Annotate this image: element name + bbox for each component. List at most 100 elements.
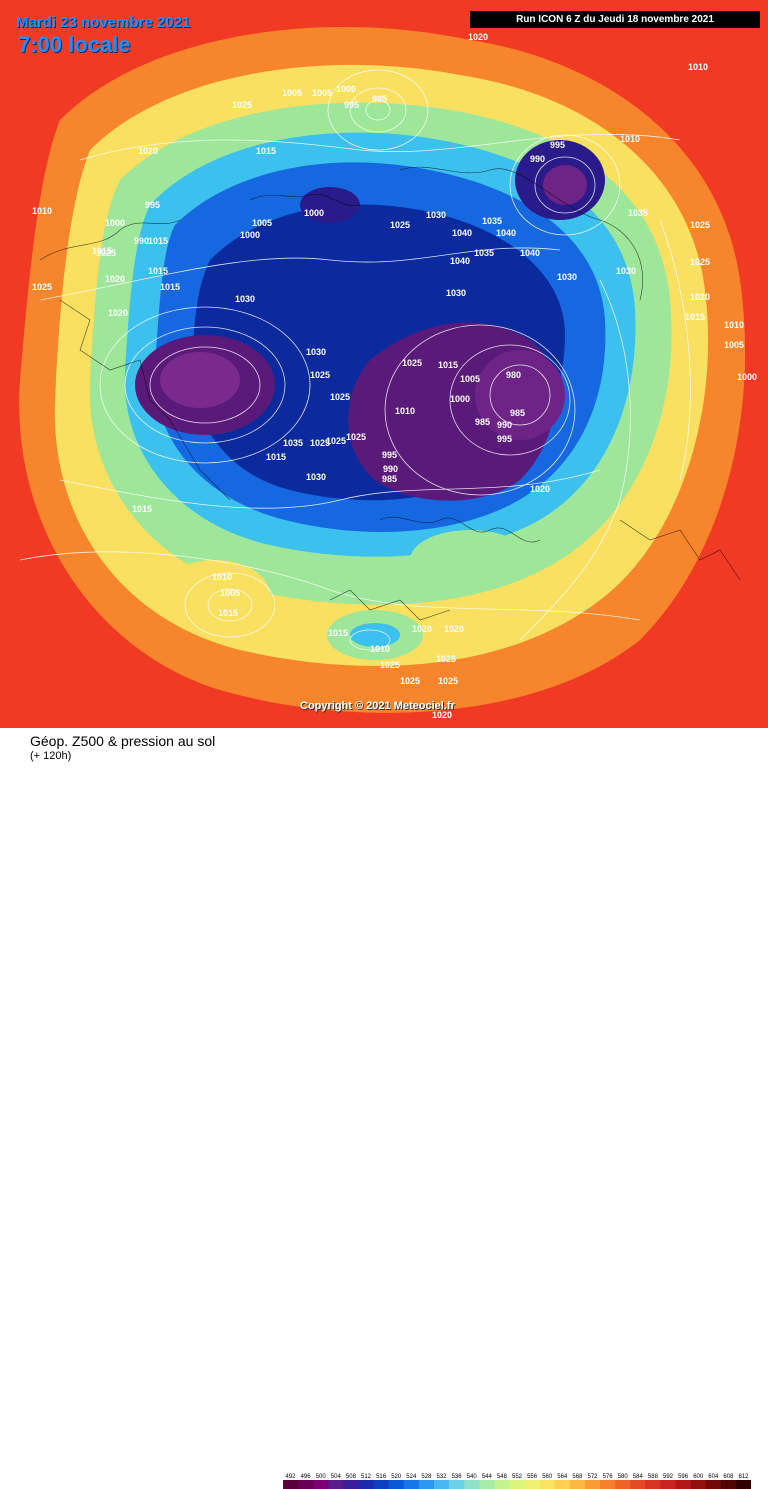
isobar-label: 1005	[282, 88, 302, 98]
legend-swatch	[630, 1480, 646, 1489]
legend-label: 612	[738, 1474, 749, 1480]
isobar-label: 1020	[412, 624, 432, 634]
europe-green	[410, 530, 530, 590]
isobar-label: 1025	[330, 392, 350, 402]
legend-swatch	[584, 1480, 601, 1489]
isobar-label: 1015	[92, 246, 112, 256]
isobar-label: 1025	[436, 654, 456, 664]
legend-swatch	[509, 1480, 525, 1489]
isobar-label: 1000	[105, 218, 125, 228]
legend-swatch	[403, 1480, 420, 1489]
isobar-label: 1020	[432, 710, 452, 720]
legend-swatch	[434, 1480, 450, 1489]
isobar-label: 1020	[530, 484, 550, 494]
legend-label: 496	[301, 1474, 312, 1480]
legend-label: 564	[557, 1474, 568, 1480]
isobar-label: 1015	[328, 628, 348, 638]
legend-label: 536	[452, 1474, 463, 1480]
isobar-label: 1035	[474, 248, 494, 258]
legend-swatch	[343, 1480, 359, 1489]
isobar-label: 995	[382, 450, 397, 460]
legend-label: 524	[406, 1474, 417, 1480]
isobar-label: 995	[344, 100, 359, 110]
legend-swatch	[313, 1480, 329, 1489]
legend-label: 560	[542, 1474, 553, 1480]
isobar-label: 1025	[326, 436, 346, 446]
isobar-label: 1000	[336, 84, 356, 94]
legend-swatch	[660, 1480, 676, 1489]
isobar-label: 1025	[400, 676, 420, 686]
legend-swatch	[600, 1480, 616, 1489]
isobar-label: 1025	[380, 660, 400, 670]
atlantic-yellow	[160, 560, 270, 630]
footer: Géop. Z500 & pression au sol (+ 120h) 49…	[0, 728, 768, 1489]
isobar-label: 1030	[426, 210, 446, 220]
legend-swatch	[464, 1480, 480, 1489]
isobar-label: 990	[383, 464, 398, 474]
isobar-label: 990	[530, 154, 545, 164]
legend-swatch	[283, 1480, 299, 1489]
isobar-label: 1010	[724, 320, 744, 330]
trough-west-core	[160, 352, 240, 408]
legend-swatch	[720, 1480, 737, 1489]
legend-swatch	[735, 1480, 751, 1489]
isobar-label: 1030	[306, 347, 326, 357]
legend-swatch	[539, 1480, 555, 1489]
isobar-label: 1025	[438, 676, 458, 686]
isobar-label: 1020	[108, 308, 128, 318]
weather-map	[0, 0, 768, 728]
isobar-label: 1030	[235, 294, 255, 304]
isobar-label: 1015	[148, 266, 168, 276]
isobar-label: 1010	[212, 572, 232, 582]
isobar-label: 1005	[460, 374, 480, 384]
legend-swatch	[690, 1480, 706, 1489]
legend-label: 500	[316, 1474, 327, 1480]
legend-label: 504	[331, 1474, 342, 1480]
isobar-label: 985	[510, 408, 525, 418]
isobar-label: 1000	[450, 394, 470, 404]
isobar-label: 1020	[690, 292, 710, 302]
isobar-label: 1010	[688, 62, 708, 72]
legend-label: 576	[603, 1474, 614, 1480]
isobar-label: 1000	[304, 208, 324, 218]
legend-label: 548	[497, 1474, 508, 1480]
isobar-label: 1005	[724, 340, 744, 350]
legend-label: 600	[693, 1474, 704, 1480]
isobar-label: 1025	[310, 370, 330, 380]
legend-swatch	[569, 1480, 586, 1489]
isobar-label: 1015	[132, 504, 152, 514]
legend-swatch	[449, 1480, 465, 1489]
isobar-label: 1035	[283, 438, 303, 448]
trough-north	[300, 187, 360, 223]
legend-label: 568	[572, 1474, 583, 1480]
isobar-label: 1020	[444, 624, 464, 634]
legend-label: 492	[285, 1474, 296, 1480]
legend-swatch	[373, 1480, 389, 1489]
isobar-label: 1040	[496, 228, 516, 238]
isobar-label: 1020	[468, 32, 488, 42]
isobar-label: 1020	[138, 146, 158, 156]
isobar-label: 1000	[240, 230, 260, 240]
product-subtitle: (+ 120h)	[30, 750, 72, 762]
legend-swatch	[479, 1480, 495, 1489]
isobar-label: 1030	[306, 472, 326, 482]
isobar-label: 1015	[266, 452, 286, 462]
legend-label: 596	[678, 1474, 689, 1480]
isobar-label: 1015	[438, 360, 458, 370]
isobar-label: 1025	[232, 100, 252, 110]
trough-east-core	[543, 165, 587, 205]
isobar-label: 1005	[220, 588, 240, 598]
isobar-label: 1035	[628, 208, 648, 218]
legend-label: 544	[482, 1474, 493, 1480]
isobar-label: 995	[145, 200, 160, 210]
legend-label: 512	[361, 1474, 372, 1480]
legend-swatch	[705, 1480, 722, 1489]
legend-swatch	[388, 1480, 405, 1489]
forecast-time: 7:00 locale	[18, 32, 131, 57]
isobar-label: 1010	[370, 644, 390, 654]
legend-swatch	[615, 1480, 631, 1489]
isobar-label: 1025	[96, 248, 116, 258]
isobar-lines	[19, 69, 691, 651]
isobar-label: 1025	[402, 358, 422, 368]
trough-center-core	[475, 350, 565, 440]
